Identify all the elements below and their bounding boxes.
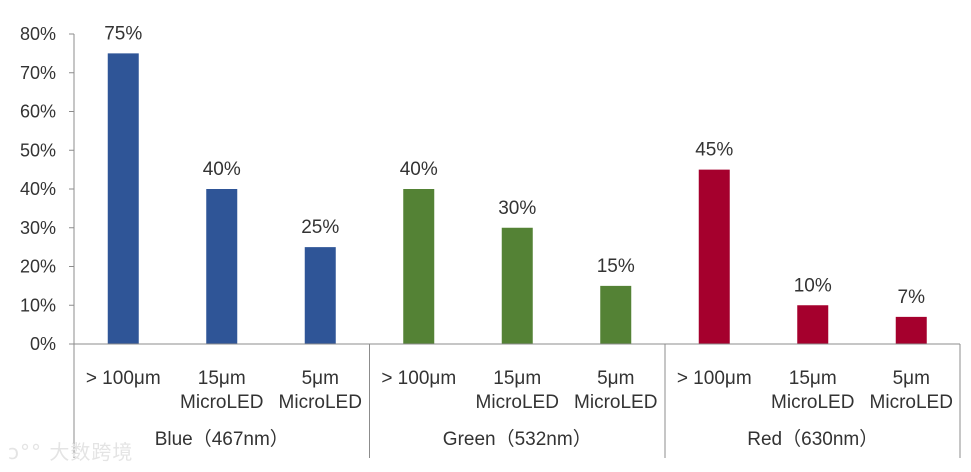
watermark-text: 大数跨境 [49, 440, 134, 464]
x-category-label: 5μm [597, 368, 634, 389]
bar [107, 53, 139, 344]
y-tick-label: 30% [20, 218, 56, 238]
y-tick-label: 20% [20, 257, 56, 277]
bar-value-label: 40% [203, 159, 241, 180]
x-category-label: MicroLED [180, 392, 263, 413]
value-labels: 75% 40% 25% 40% 30% 15% 45% 10% 7% [104, 23, 925, 308]
bar [304, 247, 336, 344]
y-tick-label: 60% [20, 102, 56, 122]
x-group-label: Blue（467nm） [155, 428, 289, 450]
x-category-label: > 100μm [86, 368, 161, 389]
x-axis: > 100μm 15μm MicroLED 5μm MicroLED Blue（467nm… [73, 343, 961, 458]
bar-value-label: 10% [794, 275, 832, 296]
x-category-label: 5μm [893, 368, 930, 389]
x-category-label: MicroLED [574, 392, 657, 413]
y-tick-label: 70% [20, 63, 56, 83]
bar-value-label: 75% [104, 23, 142, 44]
bar-value-label: 15% [597, 256, 635, 277]
x-category-label: MicroLED [870, 392, 953, 413]
bar [403, 189, 435, 344]
bar [895, 316, 927, 344]
bar [698, 169, 730, 344]
x-category-label: MicroLED [771, 392, 854, 413]
y-tick-label: 40% [20, 179, 56, 199]
y-tick-label: 10% [20, 295, 56, 315]
x-category-label: 15μm [198, 368, 246, 389]
bar [501, 227, 533, 344]
y-axis: 0% 10% 20% 30% 40% 50% 60% 70% 80% [20, 24, 75, 354]
speech-bubble-logo-icon: ↄ°° [8, 440, 42, 464]
bar [600, 285, 632, 344]
bars [107, 53, 927, 344]
x-category-label: 15μm [789, 368, 837, 389]
x-category-label: 5μm [302, 368, 339, 389]
bar [206, 189, 238, 344]
bar [797, 305, 829, 344]
x-category-label: MicroLED [476, 392, 559, 413]
bar-value-label: 40% [400, 159, 438, 180]
x-category-label: > 100μm [381, 368, 456, 389]
x-category-label: > 100μm [677, 368, 752, 389]
x-group-label: Green（532nm） [443, 428, 592, 450]
bar-value-label: 45% [695, 140, 733, 161]
bar-value-label: 30% [498, 198, 536, 219]
watermark: ↄ°° 大数跨境 [8, 436, 133, 465]
bar-value-label: 25% [301, 217, 339, 238]
y-tick-label: 50% [20, 140, 56, 160]
x-group-label: Red（630nm） [747, 428, 878, 450]
y-tick-label: 80% [20, 24, 56, 44]
y-tick-label: 0% [30, 334, 56, 354]
bar-value-label: 7% [898, 287, 926, 308]
x-category-label: MicroLED [279, 392, 362, 413]
x-category-label: 15μm [493, 368, 541, 389]
